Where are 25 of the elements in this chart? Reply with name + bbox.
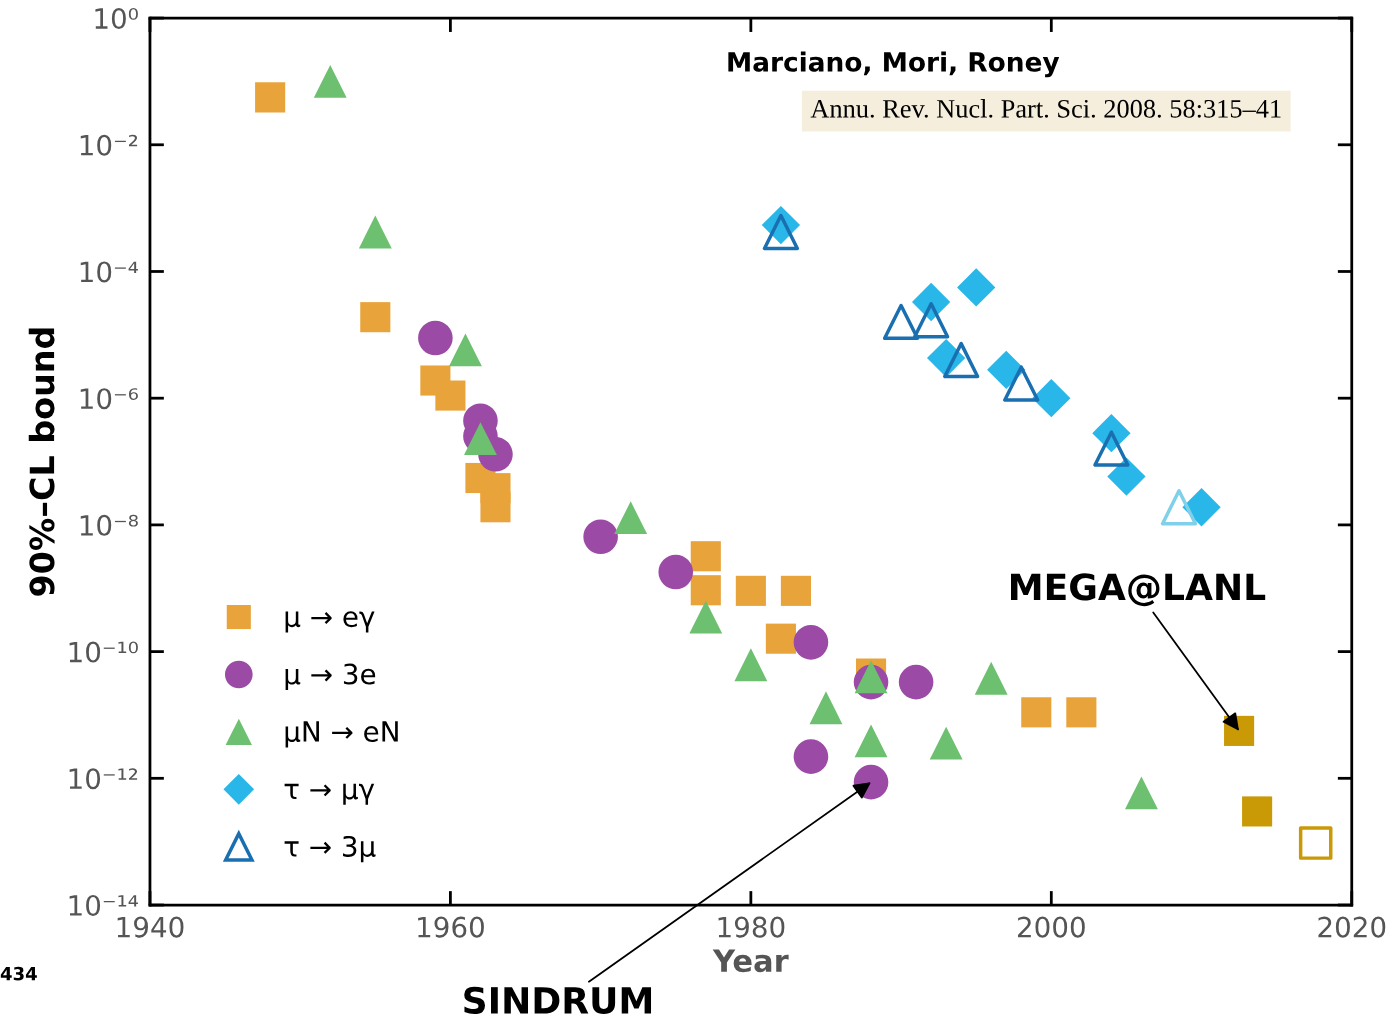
x-tick-label: 1940	[117, 916, 184, 938]
y-tick-label: 10⁻⁴	[80, 261, 138, 283]
legend-label: μN → eN	[285, 721, 398, 748]
legend-label: μ → 3e	[285, 663, 376, 690]
legend-label: μ → eγ	[285, 611, 375, 633]
annotation: MEGA@LANL	[1011, 573, 1266, 607]
annotation: Annu. Rev. Nucl. Part. Sci. 2008. 58:315–41	[810, 99, 1281, 118]
x-tick-label: 2020	[1318, 916, 1386, 938]
annotation: SINDRUM	[464, 986, 652, 1014]
x-tick-label: 1960	[418, 916, 484, 938]
x-axis-title: Year	[712, 949, 789, 973]
x-tick-label: 1980	[718, 916, 785, 938]
y-tick-label: 10⁻¹⁰	[69, 641, 138, 663]
y-axis-title: 90%–CL bound	[28, 328, 55, 596]
text: 434	[0, 966, 37, 981]
x-tick-label: 2000	[1018, 916, 1085, 938]
y-tick-label: 10⁻¹⁴	[69, 894, 138, 916]
y-tick-label: 10⁻⁸	[80, 514, 138, 536]
y-tick-label: 10⁻²	[80, 134, 138, 156]
y-tick-label: 10⁰	[95, 8, 138, 30]
y-tick-label: 10⁻⁶	[80, 388, 138, 410]
y-tick-label: 10⁻¹²	[69, 768, 138, 790]
legend-label: τ → μγ	[284, 783, 375, 805]
annotation: Marciano, Mori, Roney	[728, 51, 1060, 78]
legend-label: τ → 3μ	[284, 835, 376, 863]
